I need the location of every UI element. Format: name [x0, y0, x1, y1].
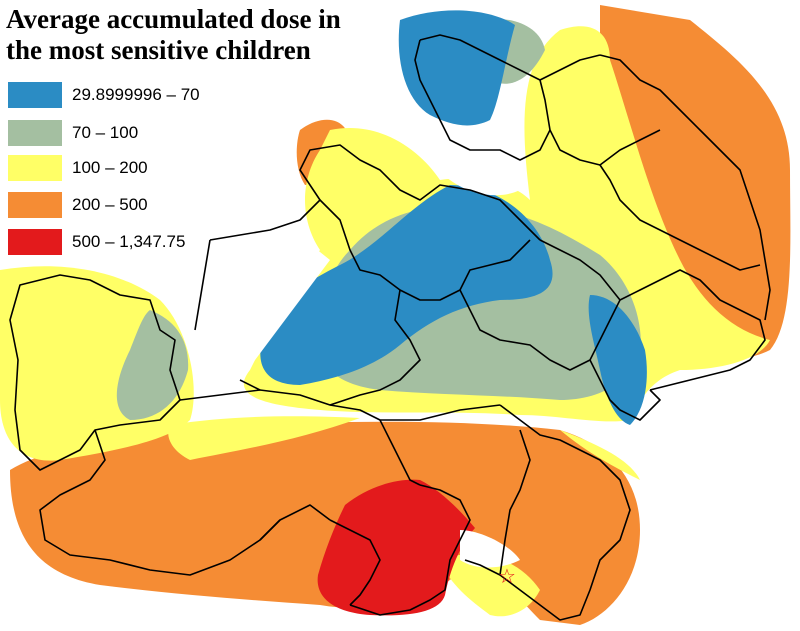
district-boundaries — [9, 34, 771, 621]
uncovered-areas — [190, 140, 520, 568]
title-line-2: the most sensitive children — [6, 35, 311, 65]
legend-label: 29.8999996 – 70 — [72, 85, 200, 104]
legend-swatch — [8, 155, 62, 181]
legend-item-29-70: 29.8999996 – 70 — [8, 82, 278, 108]
legend-label: 70 – 100 — [72, 123, 139, 142]
legend-swatch — [8, 120, 62, 146]
title-line-1: Average accumulated dose in — [6, 4, 341, 34]
legend-item-100-200: 100 – 200 — [8, 155, 278, 181]
legend-label: 200 – 500 — [72, 195, 148, 214]
legend-label: 500 – 1,347.75 — [72, 232, 186, 251]
zone-200-500 — [10, 5, 791, 625]
legend-item-200-500: 200 – 500 — [8, 192, 278, 218]
star-icon: ☆ — [498, 564, 516, 588]
legend-item-500-1347: 500 – 1,347.75 — [8, 229, 278, 255]
legend-label: 100 – 200 — [72, 158, 148, 177]
legend-swatch — [8, 229, 62, 255]
map-title: Average accumulated dose in the most sen… — [6, 4, 366, 66]
zone-500-1347 — [317, 479, 475, 616]
legend-swatch — [8, 192, 62, 218]
legend-swatch — [8, 82, 62, 108]
legend-item-70-100: 70 – 100 — [8, 120, 278, 146]
